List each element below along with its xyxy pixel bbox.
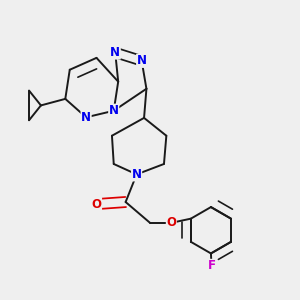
Text: F: F — [208, 260, 215, 272]
Text: N: N — [132, 168, 142, 181]
Text: O: O — [92, 198, 101, 211]
Text: O: O — [167, 216, 176, 229]
Text: N: N — [110, 46, 120, 59]
Text: N: N — [137, 54, 147, 67]
Text: N: N — [81, 111, 91, 124]
Text: N: N — [109, 104, 119, 117]
